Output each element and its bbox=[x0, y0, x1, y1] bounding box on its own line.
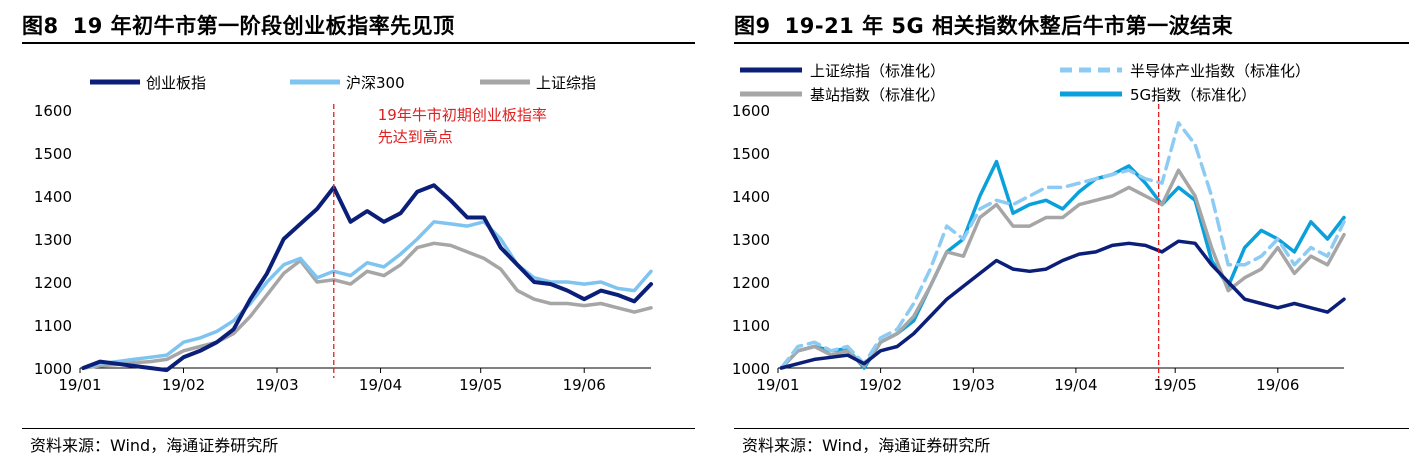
x-tick-label: 19/06 bbox=[1256, 376, 1299, 394]
title-rule bbox=[22, 42, 695, 44]
x-tick-label: 19/02 bbox=[859, 376, 902, 394]
x-tick-label: 19/01 bbox=[756, 376, 799, 394]
title-rule bbox=[734, 42, 1409, 44]
figure-number: 图8 bbox=[22, 14, 59, 38]
x-tick-label: 19/04 bbox=[1054, 376, 1097, 394]
series-line bbox=[779, 168, 1346, 370]
x-tick-label: 19/04 bbox=[359, 376, 402, 394]
y-tick-label: 1300 bbox=[34, 231, 72, 249]
y-tick-label: 1000 bbox=[732, 360, 770, 378]
figure-title: 图8 19 年初牛市第一阶段创业板指率先见顶 bbox=[22, 10, 455, 40]
y-tick-label: 1100 bbox=[34, 317, 72, 335]
series-line bbox=[779, 121, 1346, 370]
x-tick-label: 19/06 bbox=[563, 376, 606, 394]
series-line bbox=[81, 183, 653, 373]
x-tick-label: 19/05 bbox=[1154, 376, 1197, 394]
figure-9-panel: 图9 19-21 年 5G 相关指数休整后牛市第一波结束 1000 1100 1200… bbox=[712, 0, 1409, 468]
x-tick-label: 19/02 bbox=[162, 376, 205, 394]
y-tick-label: 1200 bbox=[34, 274, 72, 292]
figure-title-text: 19 年初牛市第一阶段创业板指率先见顶 bbox=[72, 14, 455, 38]
legend-label: 上证综指（标准化） bbox=[810, 62, 945, 80]
y-tick-label: 1300 bbox=[732, 231, 770, 249]
source-rule bbox=[734, 428, 1409, 429]
annotation-line: 先达到高点 bbox=[378, 128, 453, 146]
x-tick-label: 19/01 bbox=[58, 376, 101, 394]
legend-label: 创业板指 bbox=[146, 74, 206, 92]
y-tick-label: 1600 bbox=[732, 102, 770, 120]
chart-annotation: 19年牛市初期创业板指率先达到高点 bbox=[378, 106, 547, 146]
y-tick-label: 1200 bbox=[732, 274, 770, 292]
y-tick-label: 1400 bbox=[732, 188, 770, 206]
figure-title: 图9 19-21 年 5G 相关指数休整后牛市第一波结束 bbox=[734, 10, 1233, 40]
y-tick-label: 1000 bbox=[34, 360, 72, 378]
figure-number: 图9 bbox=[734, 14, 771, 38]
y-tick-label: 1100 bbox=[732, 317, 770, 335]
y-tick-label: 1500 bbox=[34, 145, 72, 163]
series-line bbox=[81, 220, 653, 370]
series-line bbox=[779, 239, 1346, 370]
legend-label: 半导体产业指数（标准化） bbox=[1130, 62, 1310, 80]
annotation-line: 19年牛市初期创业板指率 bbox=[378, 106, 547, 124]
x-tick-label: 19/03 bbox=[952, 376, 995, 394]
legend-label: 沪深300 bbox=[346, 74, 405, 92]
y-tick-label: 1400 bbox=[34, 188, 72, 206]
source-note: 资料来源：Wind，海通证券研究所 bbox=[742, 436, 991, 455]
y-tick-label: 1500 bbox=[732, 145, 770, 163]
line-chart-figure-8: 1000 1100 1200 1300 1400 1500 1600 19/01 19/02 19… bbox=[34, 74, 653, 394]
series-line bbox=[81, 241, 653, 370]
source-rule bbox=[22, 428, 695, 429]
legend-label: 上证综指 bbox=[536, 74, 596, 92]
figure-title-text: 19-21 年 5G 相关指数休整后牛市第一波结束 bbox=[784, 14, 1234, 38]
source-note: 资料来源：Wind，海通证券研究所 bbox=[30, 436, 279, 455]
legend-label: 5G指数（标准化） bbox=[1130, 86, 1256, 104]
y-tick-label: 1600 bbox=[34, 102, 72, 120]
x-tick-label: 19/05 bbox=[459, 376, 502, 394]
x-tick-label: 19/03 bbox=[255, 376, 298, 394]
line-chart-figure-9: 1000 1100 1200 1300 1400 1500 1600 19/01 19/02 19… bbox=[732, 62, 1346, 394]
figure-8-panel: 图8 19 年初牛市第一阶段创业板指率先见顶 1000 1100 1200 1300 14… bbox=[0, 0, 695, 468]
series-line bbox=[779, 159, 1346, 370]
legend-label: 基站指数（标准化） bbox=[810, 86, 945, 104]
